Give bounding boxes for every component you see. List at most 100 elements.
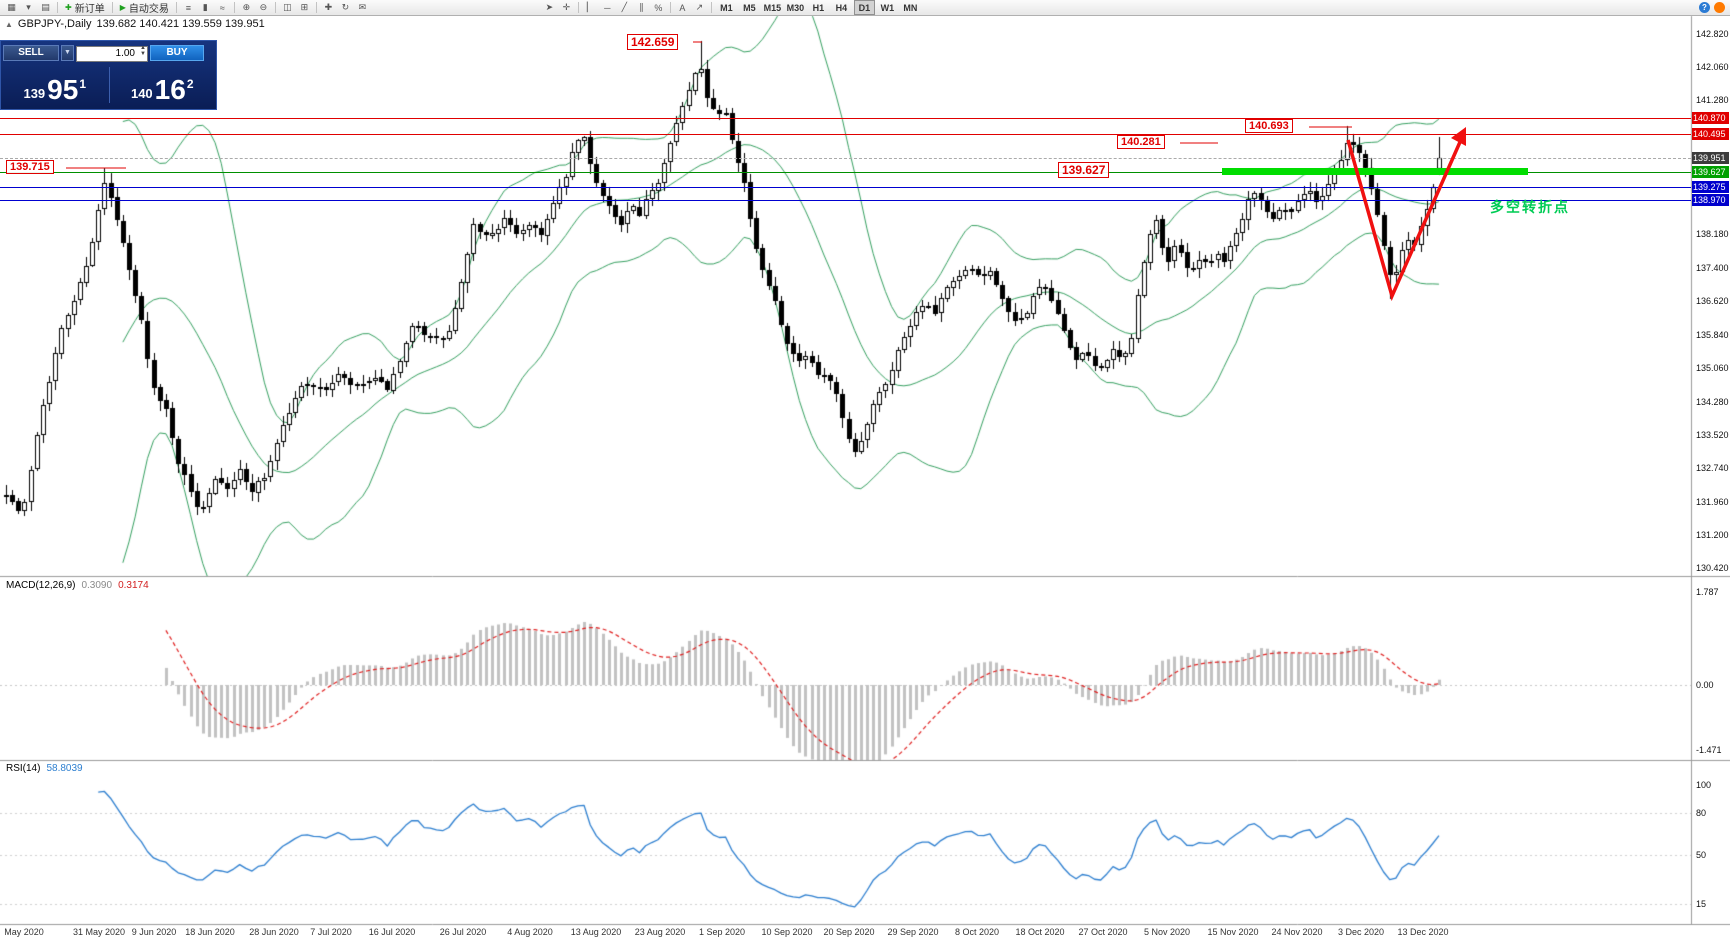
toolbar-spacer [371, 7, 541, 8]
date-axis-label: May 2020 [4, 927, 44, 937]
buy-quote-big-figure: 140 [130, 86, 153, 101]
price-axis-label: 132.740 [1696, 463, 1729, 473]
cursor-icon[interactable]: ➤ [545, 2, 554, 12]
support-highlight-bar[interactable] [1222, 168, 1528, 175]
channel-icon[interactable]: ∥ [639, 2, 644, 12]
horizontal-line-icon[interactable]: ─ [604, 2, 611, 13]
chart-type-menu-icon[interactable]: ▾ [26, 2, 31, 12]
price-axis-label: 142.060 [1696, 62, 1729, 72]
vertical-line-icon[interactable]: ▏ [586, 2, 594, 12]
timeframe-d1-button[interactable]: D1 [853, 0, 875, 15]
symbol-marker-icon: ▲ [5, 19, 13, 29]
add-indicator-icon[interactable]: ✚ [324, 2, 333, 12]
price-line-label-138.970: 138.970 [1692, 194, 1729, 206]
timeframe-h4-button[interactable]: H4 [835, 2, 848, 13]
line-chart-icon[interactable]: ≈ [219, 2, 225, 13]
new-order-button-label: 新订单 [74, 4, 105, 15]
buy-quote-point: 2 [186, 77, 194, 91]
symbol-period-label: GBPJPY-,Daily [17, 18, 92, 30]
toolbar-separator [315, 2, 317, 13]
price-line-label-139.627: 139.627 [1692, 166, 1729, 178]
arrow-tool-icon[interactable]: ↗ [695, 2, 704, 12]
date-axis-label: 9 Jun 2020 [131, 927, 177, 937]
horizontal-line-140.495[interactable] [0, 134, 1691, 135]
date-axis-label: 8 Oct 2020 [954, 927, 1000, 937]
autotrade-button[interactable]: ▶ 自动交易 [116, 0, 173, 15]
toolbar-separator [274, 2, 276, 13]
status-icon[interactable] [1714, 2, 1725, 13]
horizontal-line-139.627[interactable] [0, 172, 1691, 173]
zoom-out-icon[interactable]: ⊖ [259, 2, 268, 12]
horizontal-line-138.97[interactable] [0, 200, 1691, 201]
mail-icon[interactable]: ✉ [358, 2, 367, 12]
horizontal-line-139.275[interactable] [0, 187, 1691, 188]
rsi-value: 58.8039 [46, 763, 83, 774]
ohlc-values: 139.682 140.421 139.559 139.951 [96, 18, 265, 30]
date-axis-label: 18 Jun 2020 [185, 927, 235, 937]
timeframe-m30-button[interactable]: M30 [786, 2, 805, 13]
profiles-icon[interactable]: ▤ [41, 2, 50, 12]
rsi-axis-label: 15 [1696, 899, 1707, 909]
timeframe-mn-button[interactable]: MN [903, 2, 918, 13]
timeframe-m5-button[interactable]: M5 [743, 2, 756, 13]
new-chart-icon[interactable]: ▦ [7, 2, 16, 12]
toolbar-separator [577, 2, 579, 13]
date-axis-label: 27 Oct 2020 [1078, 927, 1128, 937]
autotrade-button-icon: ▶ [119, 3, 126, 12]
sell-quote-pips: 95 [47, 74, 79, 105]
rsi-axis-label: 100 [1696, 780, 1712, 790]
date-axis-label: 28 Jun 2020 [249, 927, 299, 937]
price-line-label-139.275: 139.275 [1692, 181, 1729, 193]
sell-quote-point: 1 [79, 77, 87, 91]
price-callout-142.659[interactable]: 142.659 [627, 34, 679, 50]
price-axis-label: 130.420 [1696, 563, 1729, 573]
rsi-axis-label: 50 [1696, 850, 1707, 860]
trendline-icon[interactable]: ╱ [621, 2, 628, 12]
annotation-text[interactable]: 多空转折点 [1490, 199, 1570, 215]
text-label-icon[interactable]: A [679, 2, 686, 13]
date-axis-label: 20 Sep 2020 [823, 927, 875, 937]
sell-button[interactable]: SELL [3, 44, 59, 61]
date-axis-label: 23 Aug 2020 [634, 927, 686, 937]
fibonacci-icon[interactable]: % [654, 2, 663, 13]
timeframe-m15-button[interactable]: M15 [763, 2, 782, 13]
candlestick-chart-icon[interactable]: ▮ [202, 2, 208, 12]
sell-quote-big-figure: 139 [23, 86, 46, 101]
community-icon[interactable]: ? [1699, 2, 1710, 13]
order-type-dropdown[interactable]: ▼ [61, 44, 74, 61]
price-callout-139.715[interactable]: 139.715 [6, 160, 54, 174]
bar-chart-icon[interactable]: ≡ [185, 2, 191, 13]
sell-quote[interactable]: 139 95 1 [1, 62, 109, 108]
timeframe-w1-button[interactable]: W1 [880, 2, 895, 13]
rsi-name: RSI(14) [6, 763, 41, 774]
cascade-windows-icon[interactable]: ⊞ [300, 2, 309, 12]
price-callout-139.627[interactable]: 139.627 [1058, 162, 1110, 178]
tile-windows-icon[interactable]: ◫ [283, 2, 292, 12]
volume-input[interactable] [76, 45, 148, 62]
auto-scroll-icon[interactable]: ↻ [341, 2, 350, 12]
price-callout-140.281[interactable]: 140.281 [1117, 135, 1165, 149]
crosshair-icon[interactable]: ✛ [562, 2, 571, 12]
date-axis-label: 15 Nov 2020 [1207, 927, 1259, 937]
date-axis-label: 13 Aug 2020 [570, 927, 622, 937]
zoom-in-icon[interactable]: ⊕ [242, 2, 251, 12]
timeframe-m1-button[interactable]: M1 [720, 2, 733, 13]
price-axis-label: 142.820 [1696, 29, 1729, 39]
price-axis-label: 131.200 [1696, 530, 1729, 540]
horizontal-line-140.87[interactable] [0, 118, 1691, 119]
toolbar-separator [233, 2, 235, 13]
timeframe-h1-button[interactable]: H1 [812, 2, 825, 13]
buy-button[interactable]: BUY [150, 44, 204, 61]
price-callout-140.693[interactable]: 140.693 [1245, 119, 1293, 133]
buy-quote[interactable]: 140 16 2 [109, 62, 217, 108]
new-order-button-icon: ✚ [65, 3, 72, 12]
price-axis-label: 136.620 [1696, 296, 1729, 306]
horizontal-line-139.951[interactable] [0, 158, 1691, 159]
price-axis-label: 135.060 [1696, 363, 1729, 373]
volume-stepper[interactable]: ▲ ▼ [140, 45, 146, 58]
date-axis-label: 4 Aug 2020 [507, 927, 553, 937]
price-axis-label: 141.280 [1696, 95, 1729, 105]
new-order-button[interactable]: ✚ 新订单 [61, 0, 109, 15]
macd-name: MACD(12,26,9) [6, 580, 76, 591]
